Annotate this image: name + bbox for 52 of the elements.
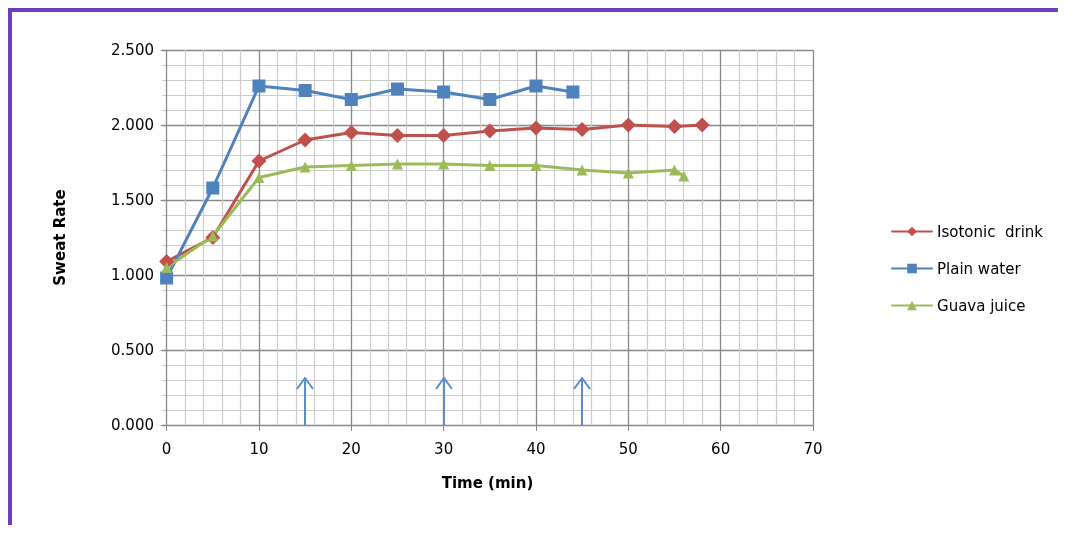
y-tick-label: 1.000: [111, 266, 154, 284]
y-tick-label: 2.500: [111, 41, 154, 59]
point: [345, 160, 357, 171]
point: [666, 119, 682, 134]
point: [160, 271, 174, 285]
point: [251, 153, 267, 169]
point: [343, 125, 359, 140]
point: [694, 117, 710, 133]
x-tick-label: 10: [249, 439, 269, 458]
x-tick-label: 60: [711, 439, 731, 458]
point: [574, 122, 590, 137]
x-tick-label: 70: [803, 439, 823, 458]
point: [298, 84, 312, 97]
point: [389, 128, 405, 143]
point: [161, 262, 173, 273]
x-axis-title: Time (min): [441, 473, 534, 492]
point: [483, 93, 497, 106]
y-axis-title: Sweat Rate: [50, 189, 69, 286]
point: [390, 82, 404, 96]
point: [436, 128, 452, 143]
x-tick-label: 40: [526, 439, 546, 458]
point: [252, 79, 266, 93]
point: [206, 181, 220, 195]
legend-label: Guava juice: [937, 296, 1026, 315]
point: [482, 123, 498, 139]
point: [678, 170, 690, 182]
point: [668, 164, 680, 176]
point: [253, 172, 265, 183]
point: [566, 85, 580, 99]
legend-label: Plain water: [937, 259, 1022, 278]
x-tick-label: 30: [434, 439, 454, 458]
y-tick-label: 0.500: [111, 341, 154, 359]
x-tick-label: 50: [618, 439, 638, 458]
point: [297, 132, 313, 148]
point: [344, 93, 358, 106]
y-tick-label: 1.500: [111, 191, 154, 209]
point: [437, 85, 451, 99]
y-tick-label: 0.000: [111, 416, 154, 434]
x-tick-label: 20: [341, 439, 361, 458]
point: [299, 161, 311, 173]
point: [620, 117, 636, 133]
y-tick-label: 2.000: [111, 116, 154, 134]
point: [484, 160, 496, 171]
legend-label: Isotonic drink: [937, 222, 1044, 241]
point: [438, 158, 450, 170]
point: [391, 158, 403, 170]
x-tick-label: 0: [161, 439, 172, 458]
point: [530, 160, 542, 171]
point: [528, 120, 544, 136]
point: [622, 167, 634, 179]
point: [576, 164, 588, 176]
point: [529, 79, 543, 93]
